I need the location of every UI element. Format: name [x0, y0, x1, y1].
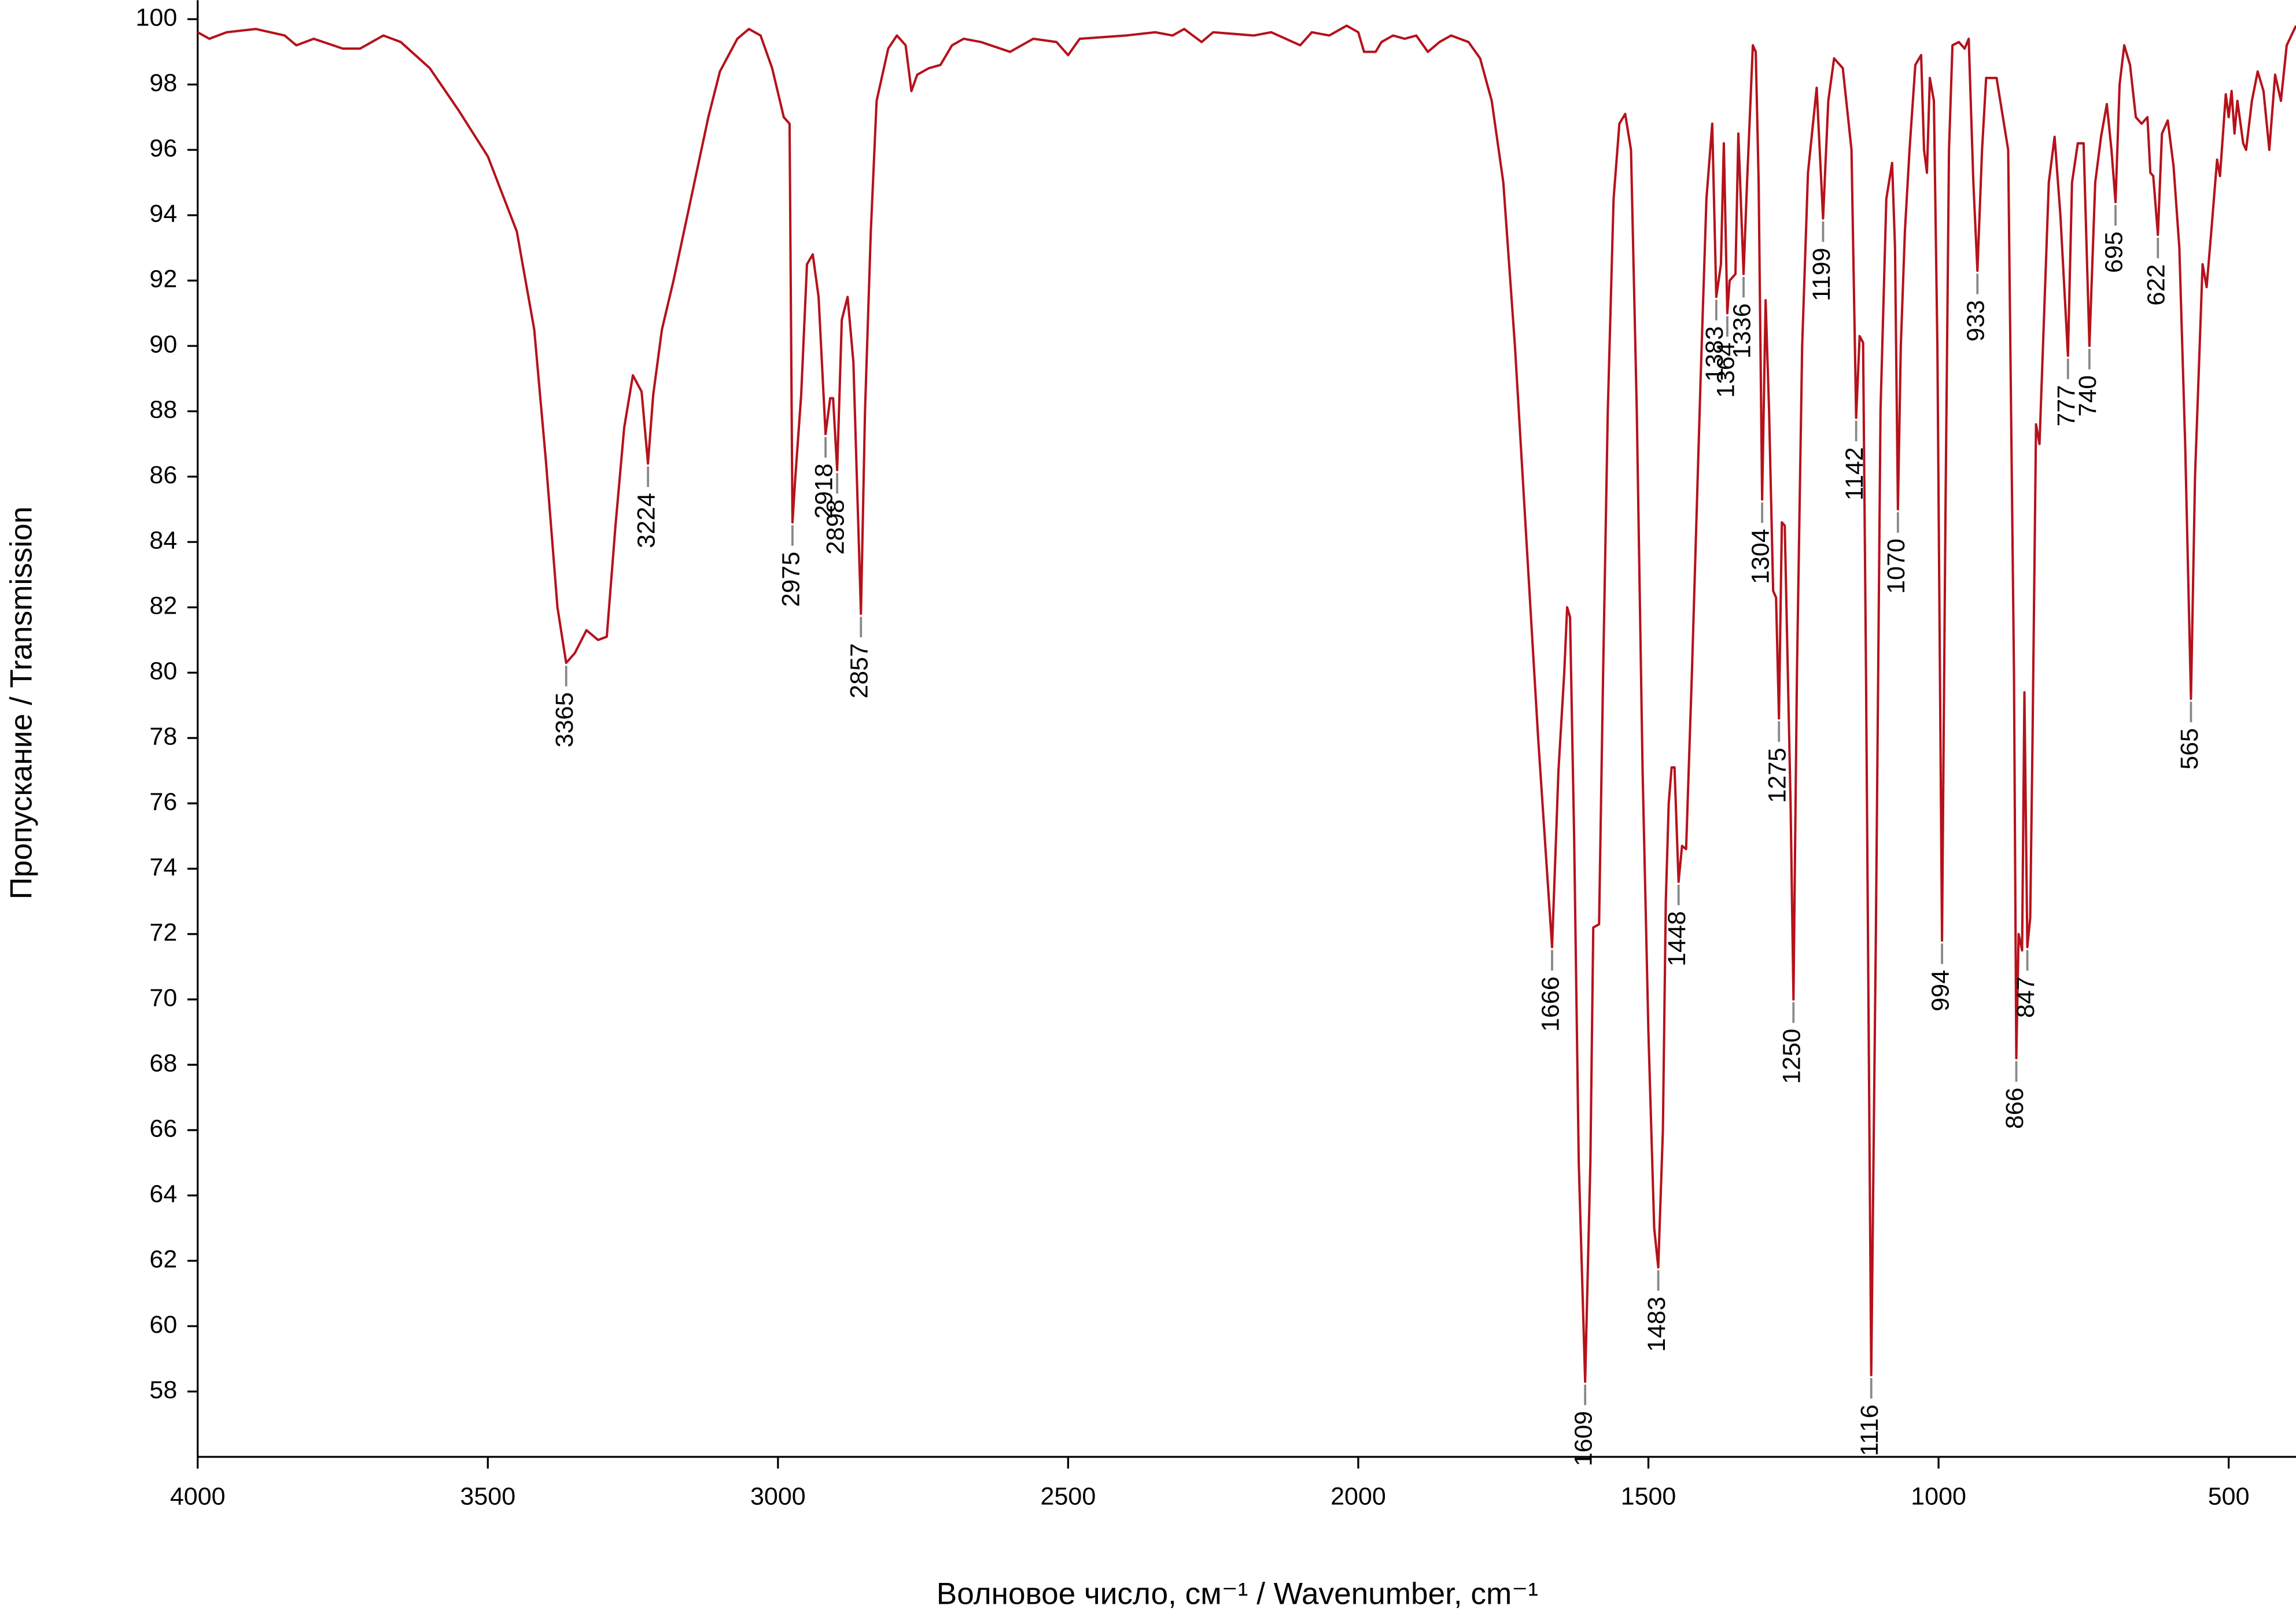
peak-label: 3365 [551, 692, 578, 748]
y-tick-label: 98 [149, 69, 177, 97]
y-tick-label: 90 [149, 330, 177, 358]
peak-label: 740 [2074, 375, 2102, 417]
y-tick-label: 60 [149, 1311, 177, 1338]
peak-label: 1142 [1841, 447, 1869, 501]
peak-label: 2857 [846, 643, 874, 699]
y-tick-label: 72 [149, 918, 177, 946]
x-tick-label: 3500 [460, 1482, 515, 1510]
peak-label: 1070 [1882, 538, 1910, 594]
peak-label: 565 [2176, 728, 2203, 770]
y-tick-label: 68 [149, 1049, 177, 1077]
peak-label: 622 [2143, 264, 2170, 306]
y-tick-label: 96 [149, 134, 177, 162]
y-tick-label: 82 [149, 592, 177, 619]
peak-label: 994 [1926, 970, 1954, 1012]
y-tick-label: 84 [149, 526, 177, 554]
x-tick-label: 500 [2208, 1482, 2250, 1510]
peak-label: 1250 [1778, 1029, 1806, 1084]
x-tick-label: 2000 [1331, 1482, 1386, 1510]
peak-label: 1304 [1746, 529, 1774, 584]
peak-label: 1199 [1808, 248, 1836, 301]
y-tick-label: 80 [149, 657, 177, 685]
peak-label: 2975 [777, 552, 805, 607]
peak-label: 1483 [1643, 1297, 1671, 1352]
peak-label: 3224 [632, 493, 660, 548]
x-tick-label: 4000 [170, 1482, 226, 1510]
peak-label: 1448 [1663, 911, 1691, 966]
y-tick-label: 64 [149, 1180, 177, 1208]
peak-label: 1116 [1856, 1404, 1884, 1456]
y-tick-label: 66 [149, 1114, 177, 1142]
peak-label: 1609 [1570, 1411, 1598, 1467]
peak-label: 1383 [1701, 326, 1729, 382]
x-axis-label: Волновое число, см⁻¹ / Wavenumber, cm⁻¹ [937, 1577, 1538, 1611]
y-tick-label: 62 [149, 1245, 177, 1273]
y-tick-label: 100 [136, 4, 178, 32]
peak-label: 2918 [810, 463, 838, 519]
peak-label: 847 [2012, 976, 2040, 1018]
peak-label: 1364 [1712, 342, 1739, 398]
y-tick-label: 74 [149, 853, 177, 881]
y-axis-label: Пропускание / Transmission [5, 507, 39, 899]
spectrum-line [197, 24, 2296, 1383]
y-tick-label: 58 [149, 1376, 177, 1404]
peak-label: 695 [2100, 231, 2128, 273]
y-tick-label: 92 [149, 265, 177, 293]
x-tick-label: 1500 [1621, 1482, 1676, 1510]
y-tick-label: 70 [149, 984, 177, 1012]
x-tick-label: 1000 [1911, 1482, 1966, 1510]
peak-label: 777 [2052, 385, 2080, 427]
y-tick-label: 86 [149, 461, 177, 489]
x-tick-label: 3000 [750, 1482, 806, 1510]
peak-label: 1336 [1728, 303, 1756, 359]
peak-label: 866 [2001, 1087, 2029, 1129]
y-tick-label: 94 [149, 200, 177, 227]
y-tick-label: 76 [149, 788, 177, 815]
peak-label: 1275 [1764, 748, 1792, 803]
peak-label: 933 [1962, 300, 1990, 342]
peak-label: 1666 [1536, 976, 1564, 1032]
x-tick-label: 2500 [1041, 1482, 1096, 1510]
peak-label: 2898 [822, 499, 850, 555]
y-tick-label: 88 [149, 396, 177, 423]
y-tick-label: 78 [149, 722, 177, 750]
